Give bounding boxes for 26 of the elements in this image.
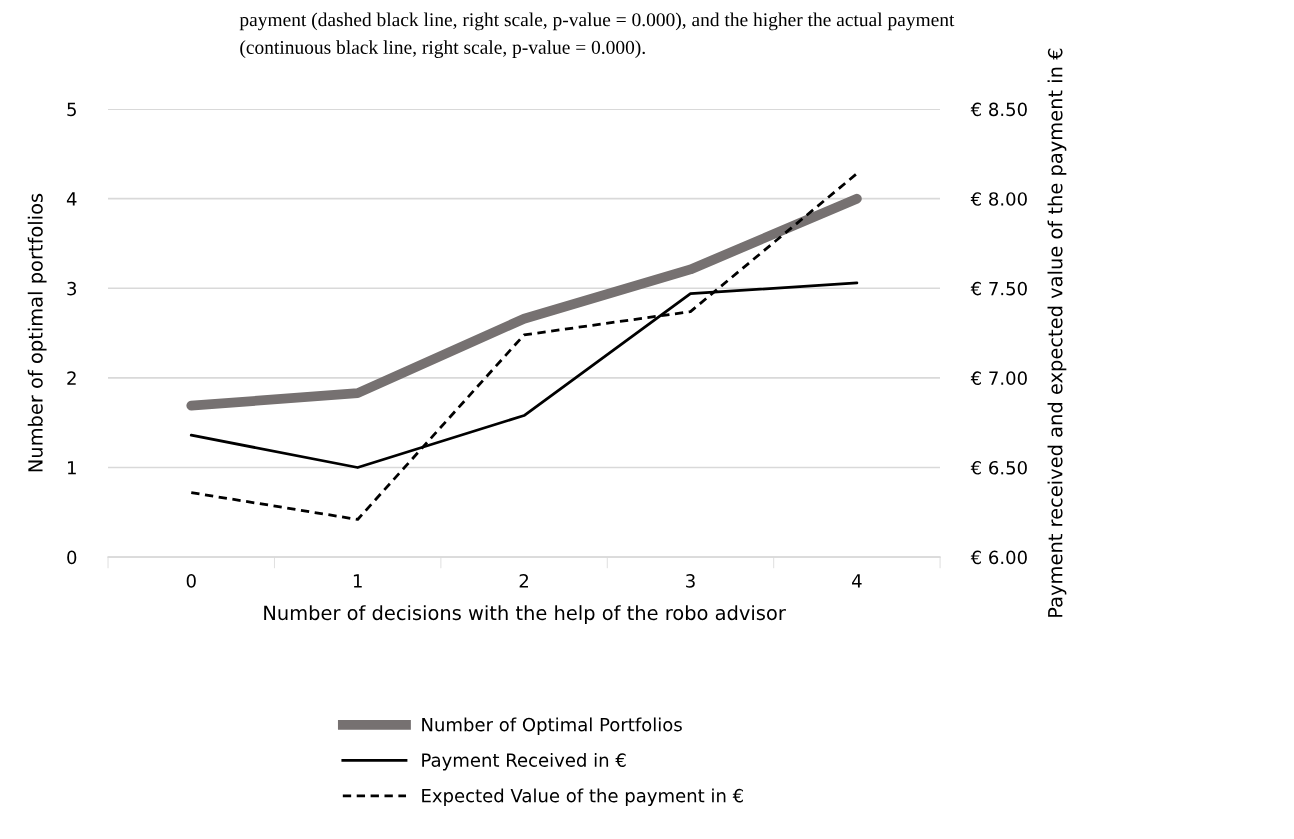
x-axis-title: Number of decisions with the help of the robo advisor	[264, 605, 786, 624]
y2-tick-label: € 6.50	[970, 460, 1027, 475]
x-tick-label: 0	[186, 574, 196, 588]
x-tick-label: 3	[686, 574, 695, 588]
x-tick-label: 1	[353, 574, 362, 588]
y-axis-title: Number of optimal portfolios	[27, 193, 47, 472]
legend-label: Expected Value of the payment in €	[422, 788, 743, 806]
y2-tick-label: € 8.00	[970, 192, 1027, 206]
y2-axis-title: Payment received and expected value of the payment in €	[1047, 48, 1067, 617]
legend-label: Payment Received in €	[422, 752, 626, 771]
y-tick-label: 0	[67, 550, 77, 565]
x-tick-label: 2	[519, 574, 529, 588]
line-series	[189, 172, 859, 521]
y-tick-label: 4	[66, 192, 77, 206]
legend-label: Number of Optimal Portfolios	[422, 717, 682, 735]
x-tick-label: 4	[852, 574, 862, 588]
y-tick-label: 1	[67, 461, 76, 475]
y2-tick-label: € 6.00	[970, 550, 1027, 565]
y2-tick-label: € 8.50	[970, 102, 1027, 117]
y2-tick-label: € 7.00	[970, 371, 1027, 385]
y2-tick-label: € 7.50	[970, 281, 1027, 296]
y-tick-label: 2	[67, 371, 76, 385]
text: payment (dashed black line, right scale, p-value = 0.000), and the higher the actual payment	[239, 12, 955, 31]
text: (continuous black line, right scale, p-value = 0.000).	[240, 40, 645, 58]
y-tick-label: 5	[67, 102, 76, 117]
y-tick-label: 3	[67, 281, 77, 296]
